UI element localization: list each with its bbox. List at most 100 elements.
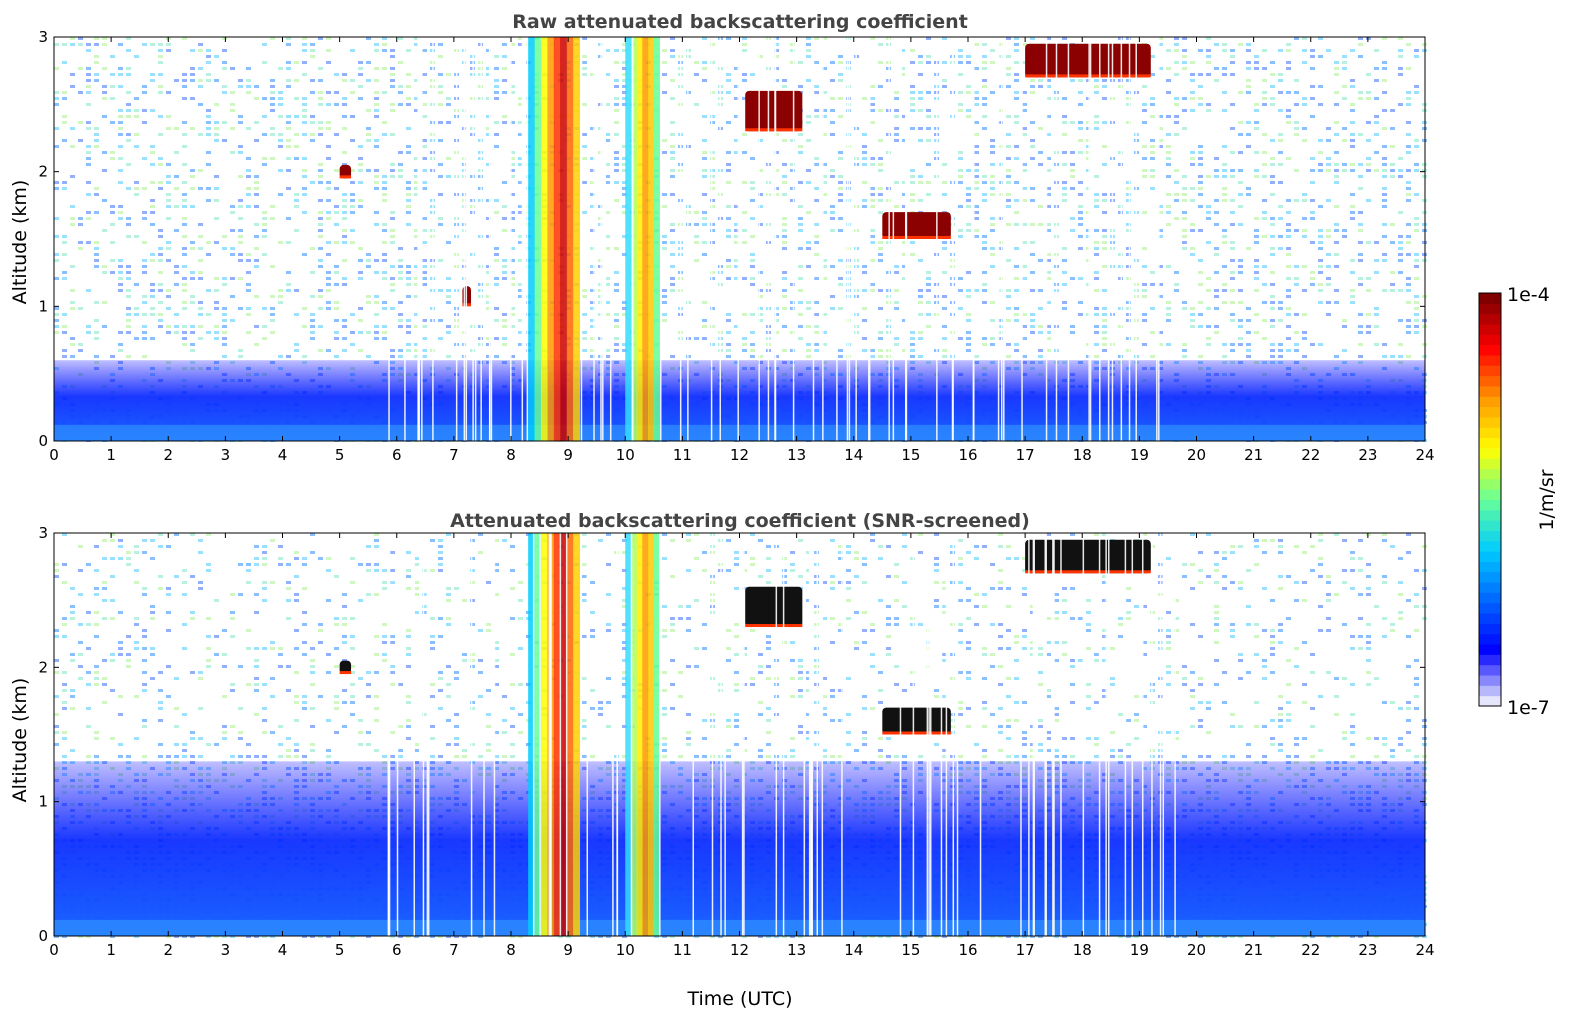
noise-cell (1102, 163, 1107, 166)
noise-cell (286, 289, 291, 292)
noise-cell (1094, 79, 1099, 82)
noise-cell (1214, 211, 1219, 214)
noise-cell (206, 331, 211, 334)
noise-cell (510, 247, 515, 250)
noise-cell (1206, 337, 1211, 340)
noise-cell (1270, 85, 1275, 88)
noise-cell (782, 175, 787, 178)
noise-cell (670, 241, 675, 244)
noise-cell (870, 193, 875, 196)
noise-cell (830, 265, 835, 268)
noise-cell (1198, 355, 1203, 358)
noise-cell (278, 91, 283, 94)
noise-cell (1302, 355, 1307, 358)
noise-cell (1022, 163, 1027, 166)
noise-cell (486, 199, 491, 202)
noise-cell (366, 61, 371, 64)
noise-cell (1246, 319, 1251, 322)
noise-cell (502, 313, 507, 316)
noise-cell (830, 175, 835, 178)
gap-line (1128, 37, 1131, 441)
noise-cell (78, 121, 83, 124)
noise-cell (982, 241, 987, 244)
noise-cell (262, 115, 267, 118)
noise-cell (878, 85, 883, 88)
noise-cell (150, 205, 155, 208)
noise-cell (1150, 73, 1155, 76)
noise-cell (422, 181, 427, 184)
noise-cell (606, 139, 611, 142)
noise-cell (1406, 187, 1411, 190)
noise-cell (782, 235, 787, 238)
noise-cell (1222, 199, 1227, 202)
noise-cell (182, 253, 187, 256)
noise-cell (182, 623, 187, 626)
noise-cell (1278, 151, 1283, 154)
noise-cell (726, 265, 731, 268)
noise-cell (814, 61, 819, 64)
noise-cell (206, 743, 211, 746)
noise-cell (1414, 253, 1419, 256)
noise-cell (374, 181, 379, 184)
noise-cell (246, 271, 251, 274)
noise-cell (62, 325, 67, 328)
noise-cell (1094, 277, 1099, 280)
noise-cell (326, 217, 331, 220)
noise-cell (518, 259, 523, 262)
noise-cell (590, 73, 595, 76)
noise-cell (390, 229, 395, 232)
noise-cell (1374, 49, 1379, 52)
noise-cell (1310, 55, 1315, 58)
noise-cell (78, 217, 83, 220)
noise-cell (1062, 199, 1067, 202)
noise-cell (94, 187, 99, 190)
noise-cell (1158, 145, 1163, 148)
noise-cell (142, 187, 147, 190)
noise-cell (1302, 289, 1307, 292)
noise-cell (750, 277, 755, 280)
noise-cell (870, 355, 875, 358)
noise-cell (358, 145, 363, 148)
noise-cell (182, 235, 187, 238)
noise-cell (1142, 343, 1147, 346)
noise-cell (390, 133, 395, 136)
noise-cell (966, 199, 971, 202)
noise-cell (1294, 91, 1299, 94)
noise-cell (1398, 241, 1403, 244)
noise-cell (622, 235, 627, 238)
noise-cell (1374, 121, 1379, 124)
noise-cell (174, 79, 179, 82)
noise-cell (142, 539, 147, 542)
noise-cell (134, 337, 139, 340)
noise-cell (438, 217, 443, 220)
noise-cell (1318, 247, 1323, 250)
noise-cell (158, 271, 163, 274)
noise-cell (206, 635, 211, 638)
noise-cell (1022, 199, 1027, 202)
noise-cell (1238, 259, 1243, 262)
noise-cell (182, 743, 187, 746)
noise-cell (1166, 211, 1171, 214)
noise-cell (286, 85, 291, 88)
noise-cell (1038, 289, 1043, 292)
noise-cell (1318, 169, 1323, 172)
noise-cell (374, 115, 379, 118)
noise-cell (246, 85, 251, 88)
noise-cell (158, 689, 163, 692)
noise-cell (110, 205, 115, 208)
noise-cell (334, 211, 339, 214)
noise-cell (390, 55, 395, 58)
noise-cell (230, 755, 235, 758)
noise-cell (78, 307, 83, 310)
noise-cell (806, 139, 811, 142)
noise-cell (182, 73, 187, 76)
noise-cell (166, 325, 171, 328)
noise-cell (182, 97, 187, 100)
noise-cell (1294, 127, 1299, 130)
noise-cell (710, 151, 715, 154)
noise-cell (118, 539, 123, 542)
noise-cell (126, 37, 131, 40)
noise-cell (54, 743, 59, 746)
noise-cell (1406, 181, 1411, 184)
noise-cell (502, 265, 507, 268)
